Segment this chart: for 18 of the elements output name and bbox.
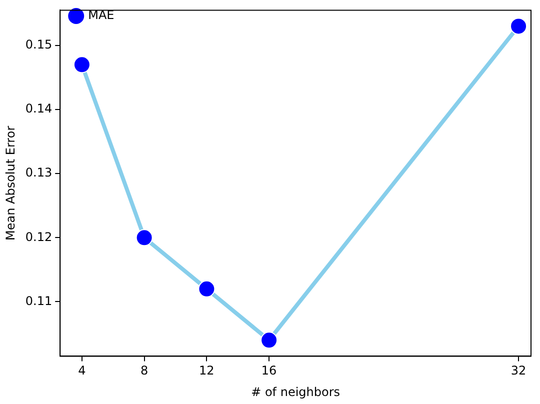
x-tick-label: 32 [510, 364, 526, 378]
x-tick-label: 12 [199, 364, 214, 378]
y-tick-label: 0.14 [25, 102, 52, 116]
y-tick-label: 0.13 [25, 166, 52, 180]
y-tick-label: 0.12 [25, 230, 52, 244]
point [260, 332, 278, 349]
point [510, 18, 528, 35]
legend-label: MAE [88, 8, 114, 22]
y-tick-label: 0.11 [25, 294, 52, 308]
x-tick-label: 4 [78, 364, 86, 378]
y-tick-label: 0.15 [25, 38, 52, 52]
x-tick-label: 16 [261, 364, 277, 378]
x-tick-label: 8 [140, 364, 148, 378]
point [73, 56, 90, 74]
y-axis-title: Mean Absolut Error [3, 126, 18, 241]
point [136, 229, 153, 246]
point [198, 280, 216, 298]
x-axis-title: # of neighbors [251, 384, 340, 399]
